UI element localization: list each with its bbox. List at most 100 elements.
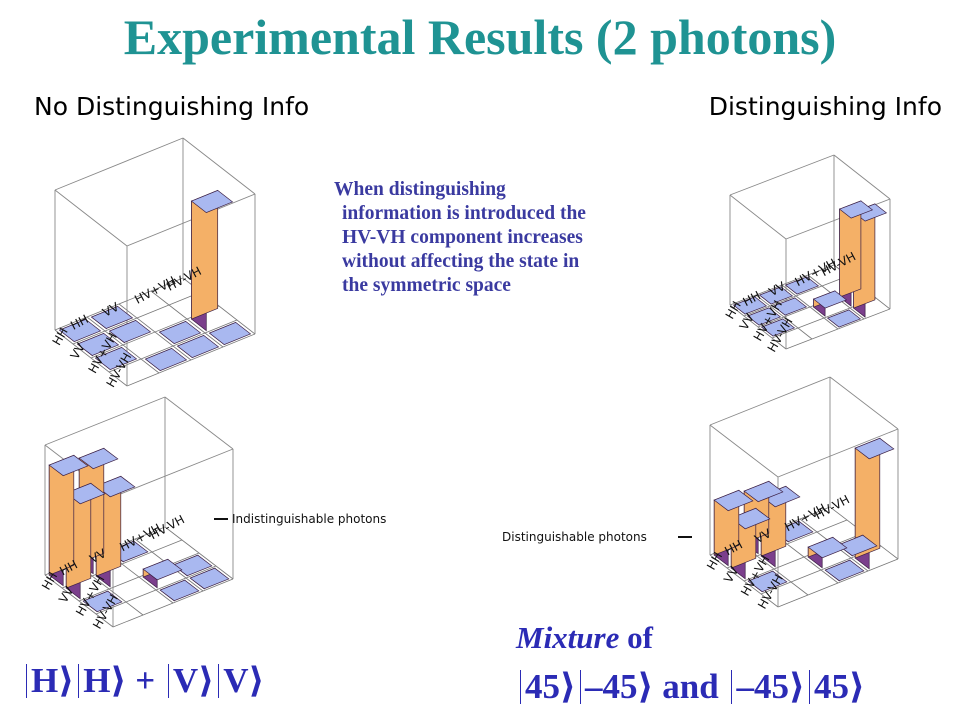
bar-top	[158, 320, 202, 345]
frame-line	[164, 396, 234, 450]
ket-bar	[26, 664, 27, 698]
bar-top	[78, 447, 119, 470]
bar-top	[176, 334, 220, 359]
note-line: When distinguishing	[334, 179, 506, 200]
bar-top	[730, 507, 771, 530]
ket-symbol: H	[83, 661, 111, 700]
bar-top	[48, 454, 89, 477]
explanation-note: When distinguishing information is intro…	[334, 178, 694, 298]
frame-line	[112, 448, 234, 498]
bar-top	[826, 309, 862, 328]
frame-line	[54, 189, 128, 247]
ket-bar	[808, 670, 810, 704]
bar-top	[142, 558, 183, 581]
frame-line	[709, 424, 779, 478]
bar-top	[90, 305, 134, 329]
mixture-of: of	[619, 620, 653, 655]
tick-label: HV-VH	[147, 512, 187, 542]
grid-line	[108, 319, 238, 373]
frame-line	[126, 193, 256, 247]
ket-symbol: –45	[585, 667, 638, 706]
grid-line	[112, 578, 234, 628]
ket-symbol: 45	[525, 667, 560, 706]
bar-top	[812, 290, 848, 309]
frame-line	[44, 396, 166, 446]
bar-top	[94, 346, 138, 371]
bar-top	[95, 475, 136, 498]
bar-top	[65, 482, 106, 505]
bar-top	[854, 437, 895, 460]
bar-top	[772, 297, 808, 316]
plus-sign: +	[135, 661, 156, 700]
bar-top	[58, 318, 102, 343]
density-matrix-plot-bottom-right: HHHHVVVVHV+VHHV+VHHV-VHHV-VHDistinguisha…	[502, 376, 899, 611]
bar-top	[838, 200, 874, 219]
frame-line	[709, 376, 831, 426]
state-equation-right: 45⟩ –45⟩ and –45⟩ 45⟩	[516, 666, 865, 707]
plot-caption: Indistinguishable photons	[232, 512, 386, 526]
header-no-distinguishing-info: No Distinguishing Info	[34, 92, 310, 121]
frame-line	[54, 137, 184, 191]
header-distinguishing-info: Distinguishing Info	[708, 92, 942, 121]
tick-label: HV-VH	[812, 492, 852, 522]
bar-top	[743, 480, 784, 503]
bar-top	[208, 321, 252, 346]
bar-top	[784, 276, 820, 295]
bar-top	[807, 536, 848, 559]
bar-top	[746, 307, 782, 326]
grid-line	[95, 565, 217, 615]
mixture-label: Mixture of	[516, 620, 653, 656]
ket-symbol: V	[172, 661, 199, 700]
ket-bar	[78, 664, 80, 698]
grid-line	[118, 303, 192, 361]
bar-top	[190, 189, 234, 214]
grid-line	[150, 290, 224, 348]
and-word: and	[662, 667, 719, 706]
bar-top	[82, 590, 123, 613]
ket-bar	[580, 670, 581, 704]
grid-line	[164, 526, 234, 580]
ket-bar	[218, 664, 220, 698]
note-line: the symmetric space	[342, 275, 511, 296]
bar-top	[758, 286, 794, 305]
state-equation-left: H⟩ H⟩ + V⟩ V⟩	[22, 660, 264, 701]
grid-line	[126, 333, 256, 387]
bar-top	[76, 332, 120, 356]
ket-symbol: 45	[813, 667, 849, 706]
bar-top	[747, 570, 788, 593]
frame-line	[829, 376, 899, 430]
note-line: without affecting the state in	[342, 251, 580, 272]
slide-title: Experimental Results (2 photons)	[123, 9, 837, 65]
grid-line	[777, 558, 899, 608]
frame-line	[833, 154, 891, 200]
frame-line	[182, 137, 256, 195]
bar-top	[172, 554, 213, 577]
grid-line	[785, 308, 891, 350]
bar-top	[760, 318, 796, 337]
frame-line	[777, 428, 899, 478]
ket-symbol: –45	[736, 667, 789, 706]
ket-bar	[731, 670, 733, 704]
frame-line	[729, 154, 835, 196]
note-line: HV-VH component increases	[342, 227, 583, 248]
ket-bar	[167, 664, 169, 698]
grid-line	[781, 284, 839, 330]
frame-line	[729, 194, 787, 240]
bar-top	[713, 489, 754, 512]
ket-symbol: H	[31, 661, 59, 700]
mixture-word: Mixture	[516, 620, 620, 655]
bar-top	[144, 347, 188, 372]
ket-symbol: V	[223, 661, 249, 700]
bar-top	[732, 296, 768, 315]
bar-top	[189, 567, 230, 590]
note-line: information is introduced the	[342, 203, 586, 224]
ket-bar	[520, 670, 521, 704]
bar-top	[824, 559, 865, 582]
plot-caption: Distinguishable photons	[502, 530, 647, 544]
bar-top	[108, 319, 152, 343]
bar-top	[159, 579, 200, 602]
bar-top	[837, 534, 878, 557]
